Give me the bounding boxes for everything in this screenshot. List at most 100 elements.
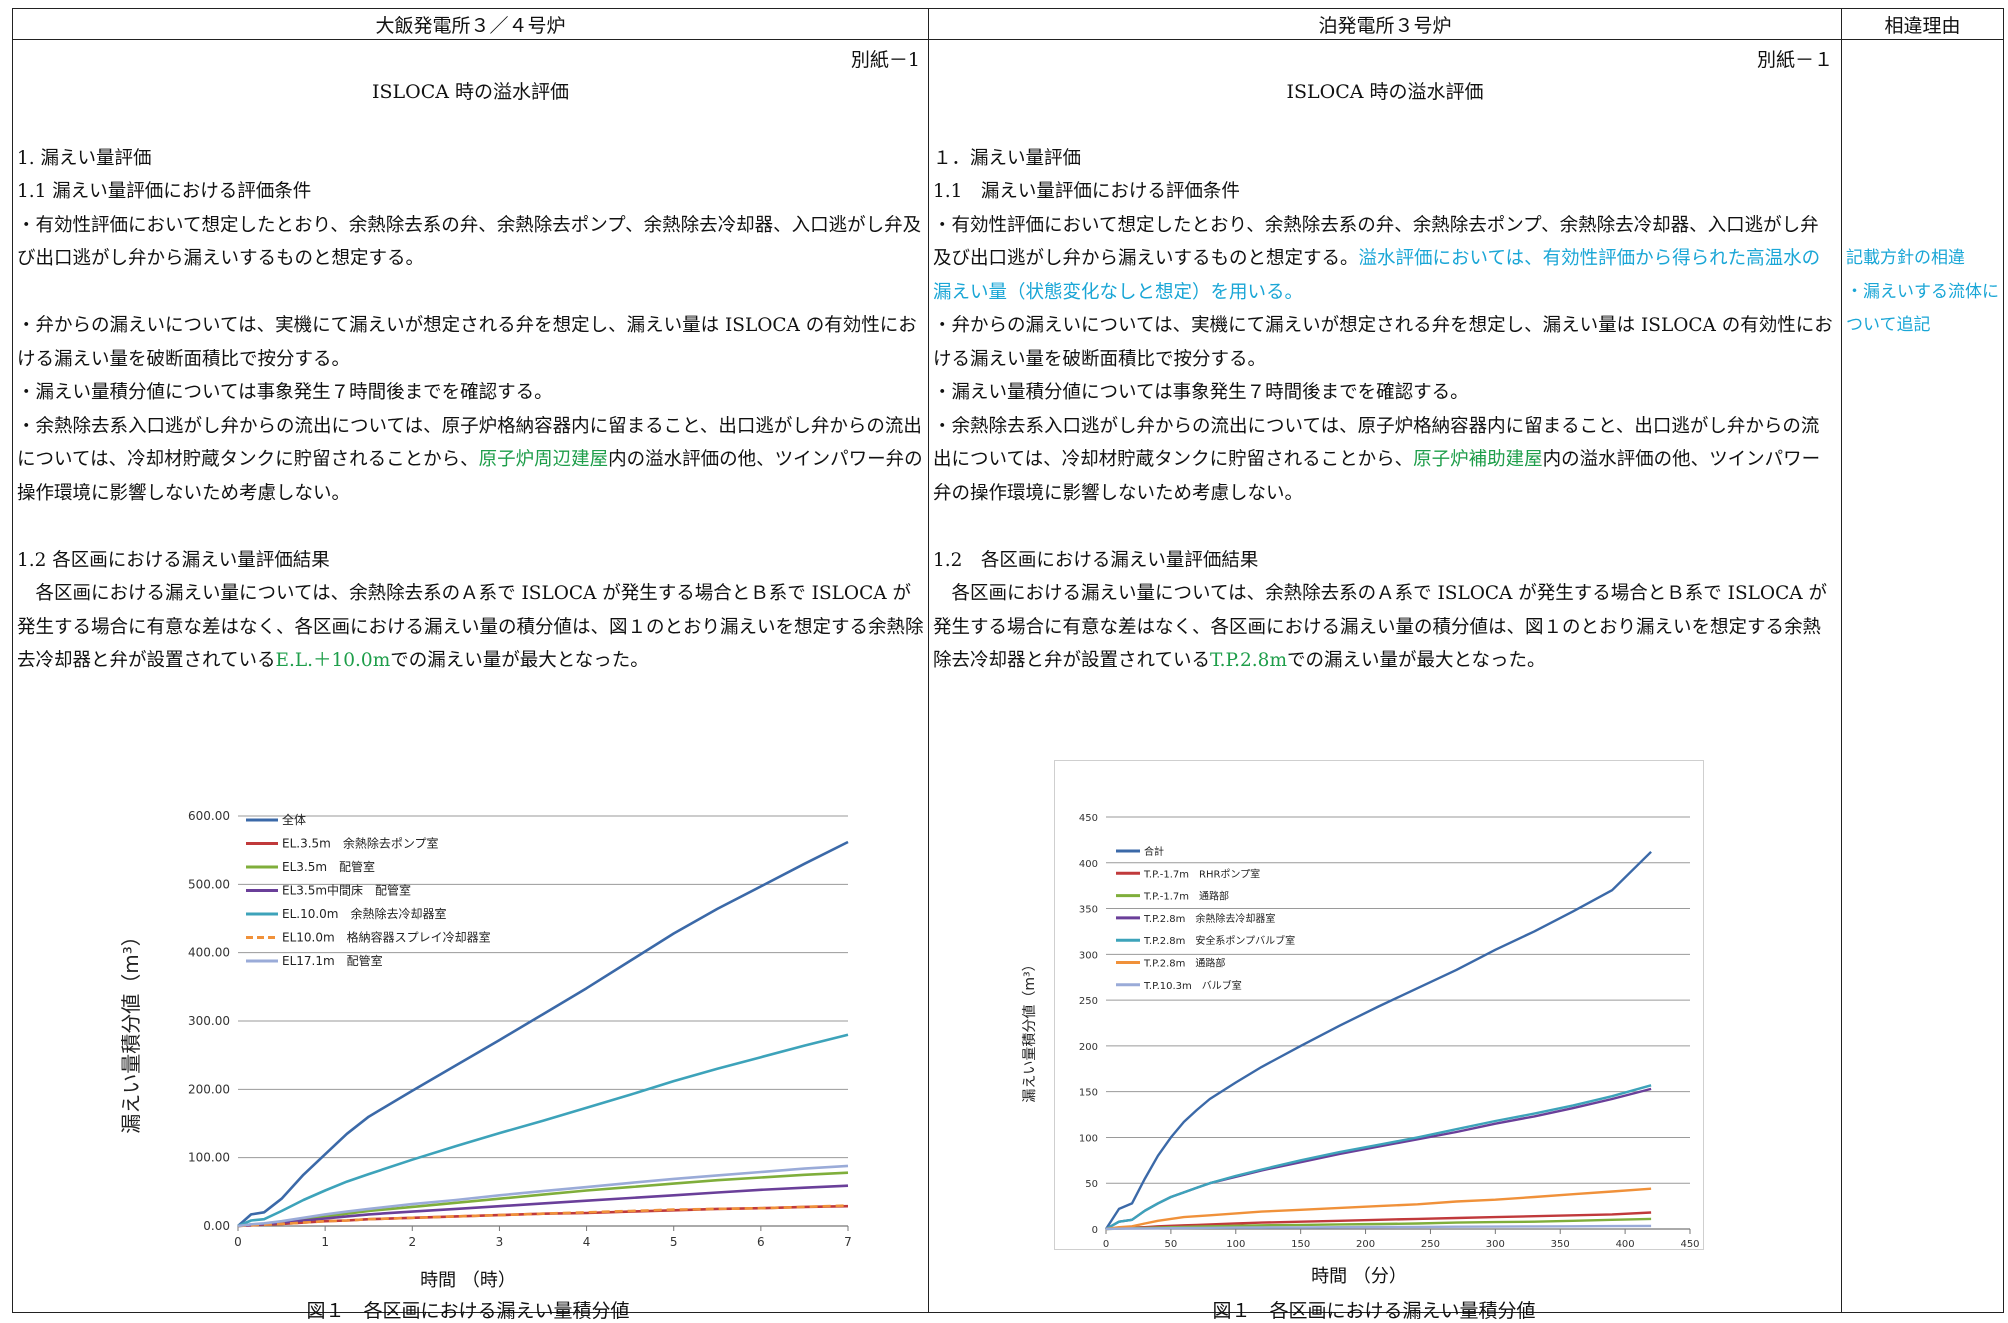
right-paragraph-1: ・有効性評価において想定したとおり、余熱除去系の弁、余熱除去ポンプ、余熱除去冷却… (933, 214, 1821, 303)
left-annex: 別紙－1 (850, 49, 920, 71)
chart-0-ytick: 600.00 (188, 809, 230, 823)
chart-1-legend-label: T.P.-1.7m RHRポンプ室 (1143, 867, 1260, 880)
chart-1-xtick: 450 (1680, 1239, 1699, 1250)
reason-note-1: 記載方針の相違 (1846, 248, 1965, 268)
right-body: １．漏えい量評価 1.1 漏えい量評価における評価条件 ・有効性評価において想定… (929, 142, 1841, 678)
left-paragraph-2: ・弁からの漏えいについては、実機にて漏えいが想定される弁を想定し、漏えい量は I… (17, 315, 917, 370)
chart-0-legend-label: EL17.1m 配管室 (282, 953, 383, 968)
chart-0-xtick: 7 (844, 1235, 852, 1248)
chart-1-legend-label: 合計 (1144, 845, 1164, 858)
chart-0-legend-label: EL.10.0m 余熱除去冷却器室 (282, 906, 447, 921)
reason-note-2: ・漏えいする流体について追記 (1846, 281, 1999, 336)
right-paragraph-4: ・余熱除去系入口逃がし弁からの流出については、原子炉格納容器内に留まること、出口… (933, 415, 1821, 504)
chart-0-xtick: 1 (321, 1235, 329, 1248)
left-heading-1: 1. 漏えい量評価 (17, 147, 152, 169)
chart-0-series-line-5 (237, 1204, 849, 1228)
chart-1-xtick: 100 (1226, 1239, 1245, 1250)
chart-1-xtick: 250 (1421, 1239, 1440, 1250)
left-highlight-building: 原子炉周辺建屋 (478, 449, 609, 470)
chart-0-xtick: 0 (234, 1235, 242, 1248)
chart-1-legend-label: T.P.-1.7m 通路部 (1143, 890, 1229, 903)
chart-0-ytick: 400.00 (188, 946, 230, 960)
right-figure-xlabel: 時間 （分） (1311, 1266, 1407, 1287)
chart-1-xtick: 350 (1551, 1239, 1570, 1250)
chart-1-legend-label: T.P.10.3m バルブ室 (1143, 979, 1242, 992)
chart-0-xtick: 5 (670, 1235, 678, 1248)
left-title: ISLOCA 時の溢水評価 (371, 81, 569, 103)
right-annex: 別紙－１ (1756, 49, 1833, 71)
right-heading-1-2: 1.2 各区画における漏えい量評価結果 (933, 549, 1259, 571)
reason-notes: 記載方針の相違 ・漏えいする流体について追記 (1842, 40, 2003, 343)
chart-0-legend-label: EL3.5m 配管室 (282, 859, 375, 874)
chart-1-ylabel: 漏えい量積分値（m³） (1022, 957, 1038, 1102)
right-paragraph-3: ・漏えい量積分値については事象発生７時間後までを確認する。 (933, 382, 1469, 403)
chart-0-ytick: 100.00 (188, 1151, 230, 1165)
chart-0-ytick: 500.00 (188, 877, 230, 891)
chart-0-legend-label: EL10.0m 格納容器スプレイ冷却器室 (282, 930, 491, 945)
chart-1-ytick: 300 (1079, 950, 1098, 961)
chart-0-ytick: 200.00 (188, 1082, 230, 1096)
chart-0-xtick: 3 (496, 1235, 504, 1248)
chart-1-ytick: 150 (1079, 1088, 1098, 1099)
chart-1-legend-label: T.P.2.8m 通路部 (1143, 957, 1225, 970)
chart-0-ylabel: 漏えい量積分値（m³） (119, 926, 143, 1134)
chart-0-svg: 0.00 100.00 200.00 300.00 400.00 500.00 600.00… (119, 809, 852, 1249)
chart-1-xtick: 400 (1616, 1239, 1635, 1250)
chart-1-xtick: 300 (1486, 1239, 1505, 1250)
chart-1-legend-label: T.P.2.8m 安全系ポンプバルブ室 (1143, 934, 1295, 947)
left-paragraph-5: 各区画における漏えい量については、余熱除去系のＡ系で ISLOCA が発生する場… (17, 583, 924, 671)
right-highlight-added-text: 溢水評価においては、有効性評価から得られた高温水の漏えい量（状態変化なしと想定）… (933, 248, 1821, 303)
chart-1-xtick: 50 (1165, 1239, 1178, 1250)
chart-0-xtick: 2 (408, 1235, 416, 1248)
reason-cell: 記載方針の相違 ・漏えいする流体について追記 (1841, 39, 2004, 1313)
left-highlight-elevation: E.L.＋10.0m (275, 650, 391, 671)
right-title: ISLOCA 時の溢水評価 (1286, 81, 1484, 103)
left-paragraph-1: ・有効性評価において想定したとおり、余熱除去系の弁、余熱除去ポンプ、余熱除去冷却… (17, 214, 922, 270)
chart-1-series-line-0 (1104, 850, 1652, 1230)
header-right: 泊発電所３号炉 (928, 8, 1842, 40)
chart-0-legend-label: EL3.5m中間床 配管室 (282, 883, 411, 898)
chart-1-series-line-6 (1105, 1224, 1652, 1231)
chart-1-ytick: 100 (1079, 1133, 1098, 1144)
left-paragraph-4: ・余熱除去系入口逃がし弁からの流出については、原子炉格納容器内に留まること、出口… (17, 415, 923, 504)
header-reason: 相違理由 (1841, 8, 2004, 40)
chart-1-ytick: 200 (1079, 1042, 1098, 1053)
right-figure-chart: 0 50 100 150 200 250 300 350 400 450 0 50 100 150 200 2… (1022, 760, 1704, 1254)
left-figure-caption: 図１ 各区画における漏えい量積分値 (306, 1300, 630, 1322)
left-body: 1. 漏えい量評価 1.1 漏えい量評価における評価条件 ・有効性評価において想… (13, 142, 928, 678)
right-highlight-elevation: T.P.2.8m (1209, 650, 1287, 671)
right-figure-caption: 図１ 各区画における漏えい量積分値 (1212, 1300, 1536, 1322)
comparison-table: 大飯発電所３／４号炉 泊発電所３号炉 相違理由 別紙－1 ISLOCA 時の溢水… (12, 8, 2004, 1322)
chart-0-xtick: 6 (757, 1235, 765, 1248)
chart-1-xtick: 200 (1356, 1239, 1375, 1250)
chart-1-series-line-4 (1105, 1084, 1652, 1231)
chart-0-ytick: 0.00 (203, 1219, 230, 1233)
left-heading-1-2: 1.2 各区画における漏えい量評価結果 (17, 549, 330, 571)
left-paragraph-3: ・漏えい量積分値については事象発生７時間後までを確認する。 (17, 382, 553, 403)
header-left: 大飯発電所３／４号炉 (12, 8, 929, 40)
chart-1-xtick: 0 (1103, 1239, 1109, 1250)
chart-1-xtick: 150 (1291, 1239, 1310, 1250)
chart-1-ytick: 0 (1092, 1225, 1098, 1236)
right-heading-1: １．漏えい量評価 (933, 147, 1082, 169)
chart-1-ytick: 400 (1079, 859, 1098, 870)
chart-0-series-line-4 (237, 1033, 849, 1228)
chart-1-ytick: 450 (1079, 813, 1098, 824)
chart-0-legend-label: 全体 (282, 812, 306, 827)
chart-1-ytick: 250 (1079, 996, 1098, 1007)
chart-1-legend-label: T.P.2.8m 余熱除去冷却器室 (1143, 912, 1275, 925)
chart-1-ytick: 350 (1079, 905, 1098, 916)
right-paragraph-5: 各区画における漏えい量については、余熱除去系のＡ系で ISLOCA が発生する場… (933, 583, 1827, 671)
chart-1-series-line-5 (1105, 1187, 1652, 1231)
chart-1-ylabel-wrap: 漏えい量積分値（m³） (1022, 957, 1038, 1102)
chart-0-legend-label: EL.3.5m 余熱除去ポンプ室 (282, 836, 439, 851)
chart-1-svg: 0 50 100 150 200 250 300 350 400 450 0 50 100 150 200 2… (1054, 760, 1704, 1250)
left-heading-1-1: 1.1 漏えい量評価における評価条件 (17, 181, 312, 202)
chart-1-ytick: 50 (1085, 1179, 1098, 1190)
chart-0-ytick: 300.00 (188, 1014, 230, 1028)
chart-0-series-line-6 (237, 1164, 849, 1228)
right-highlight-building: 原子炉補助建屋 (1413, 449, 1543, 470)
right-heading-1-1: 1.1 漏えい量評価における評価条件 (933, 181, 1240, 202)
chart-0-series-line-0 (237, 840, 849, 1227)
